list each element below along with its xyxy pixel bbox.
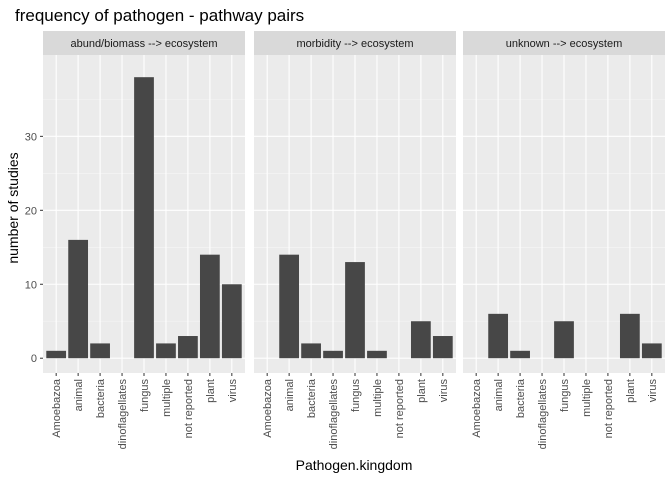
x-tick-label: dinoflagellates — [328, 379, 340, 450]
bar-amoebazoa — [46, 350, 67, 359]
facet-strip — [463, 31, 665, 55]
x-tick-label: plant — [625, 379, 637, 403]
x-tick-label: not reported — [394, 379, 406, 438]
x-tick-label: fungus — [559, 379, 571, 413]
y-tick-label: 0 — [31, 353, 37, 365]
bar-fungus — [554, 321, 574, 359]
bar-bacteria — [90, 343, 110, 359]
x-tick-label: bacteria — [515, 378, 527, 418]
x-tick-label: bacteria — [306, 378, 318, 418]
x-tick-label: animal — [493, 379, 505, 411]
x-tick-label: multiple — [372, 379, 384, 417]
x-tick-label: fungus — [139, 379, 151, 413]
bar-fungus — [345, 262, 365, 359]
facet-panel-1: abund/biomass --> ecosystem Amoebazoa anim… — [43, 31, 245, 449]
x-tick-label: animal — [73, 379, 85, 411]
y-tick-label: 30 — [25, 131, 37, 143]
x-tick-label: not reported — [603, 379, 615, 438]
facet-panels: abund/biomass --> ecosystem Amoebazoa anim… — [43, 31, 665, 449]
facet-strip-label: morbidity --> ecosystem — [296, 38, 413, 50]
bar-not-reported — [178, 336, 198, 359]
x-tick-label: multiple — [581, 379, 593, 417]
x-tick-label: bacteria — [95, 378, 107, 418]
x-tick-label: virus — [438, 379, 450, 403]
bar-multiple — [367, 350, 387, 359]
x-tick-label: animal — [284, 379, 296, 411]
bar-virus — [432, 336, 453, 359]
bar-fungus — [134, 77, 154, 359]
y-axis: 0 10 20 30 — [25, 131, 43, 365]
bar-dinoflagellates — [323, 350, 343, 359]
facet-panel-2: morbidity --> ecosystem Amoebazoa animal ba… — [254, 31, 456, 449]
x-tick-label: virus — [227, 379, 239, 403]
facet-strip-label: abund/biomass --> ecosystem — [70, 38, 217, 50]
bar-animal — [68, 239, 89, 359]
facet-strip — [254, 31, 456, 55]
facet-strip — [43, 31, 245, 55]
bar-multiple — [156, 343, 176, 359]
chart-title: frequency of pathogen - pathway pairs — [15, 6, 304, 25]
y-axis-title: number of studies — [5, 152, 21, 263]
facet-strip-label: unknown --> ecosystem — [506, 38, 622, 50]
x-tick-label: dinoflagellates — [537, 379, 549, 450]
bar-bacteria — [301, 343, 321, 359]
bar-virus — [221, 284, 242, 359]
x-tick-label: multiple — [161, 379, 173, 417]
bar-virus — [641, 343, 662, 359]
x-axis-title: Pathogen.kingdom — [296, 457, 413, 473]
x-tick-label: Amoebazoa — [262, 378, 274, 438]
y-tick-label: 20 — [25, 205, 37, 217]
x-tick-label: dinoflagellates — [117, 379, 129, 450]
bar-plant — [199, 254, 220, 359]
bar-plant — [619, 313, 640, 359]
x-tick-label: not reported — [183, 379, 195, 438]
x-tick-label: Amoebazoa — [471, 378, 483, 438]
x-tick-label: plant — [205, 379, 217, 403]
x-tick-label: fungus — [350, 379, 362, 413]
facet-panel-3: unknown --> ecosystem Amoebazoa animal bact… — [463, 31, 665, 449]
bar-plant — [410, 321, 431, 359]
y-tick-label: 10 — [25, 279, 37, 291]
bar-animal — [279, 254, 300, 359]
x-tick-label: plant — [416, 379, 428, 403]
x-tick-label: virus — [647, 379, 659, 403]
bar-animal — [488, 313, 509, 359]
x-tick-label: Amoebazoa — [51, 378, 63, 438]
bar-bacteria — [510, 350, 530, 359]
